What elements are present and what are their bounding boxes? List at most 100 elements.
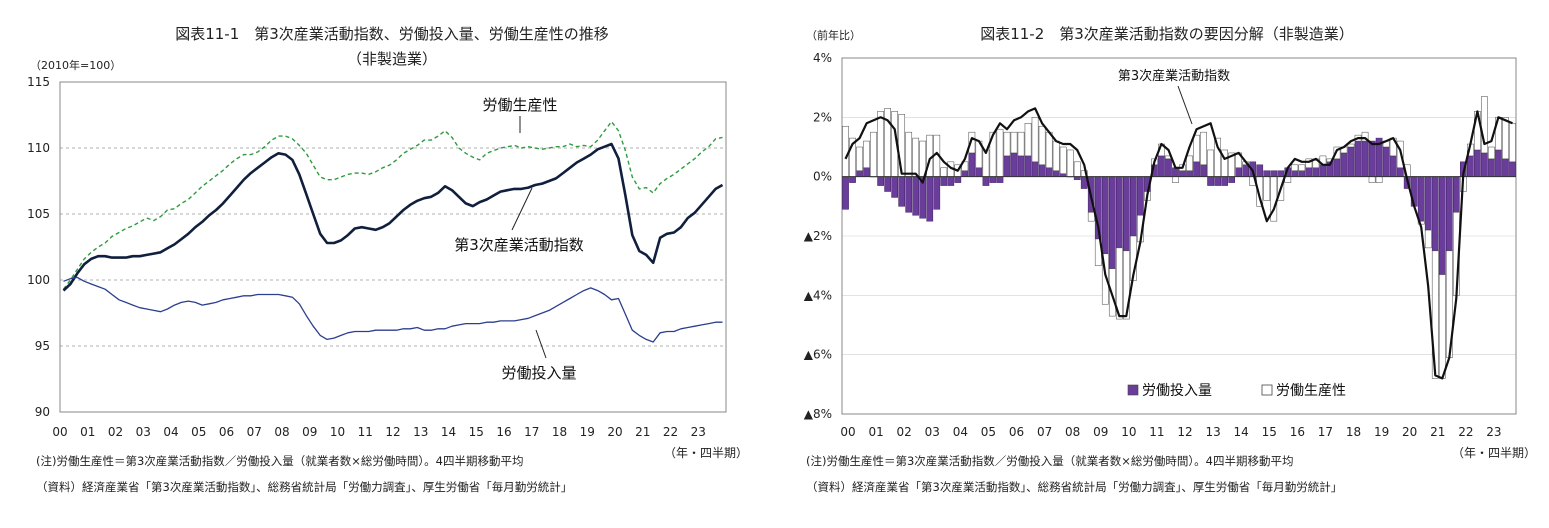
chart-2-bar-labor-input bbox=[1017, 155, 1025, 177]
chart-2-bar-labor-input bbox=[1228, 176, 1235, 183]
chart-2-bar-productivity bbox=[961, 161, 969, 171]
chart-2-bar-labor-input bbox=[940, 176, 948, 186]
chart-2-bar-productivity bbox=[1059, 146, 1067, 174]
chart-2-bar-labor-input bbox=[1158, 155, 1165, 177]
chart-1-x-tick-label: 22 bbox=[663, 425, 678, 439]
chart-2-bar-labor-input bbox=[954, 176, 962, 183]
chart-1-x-tick-label: 04 bbox=[163, 425, 178, 439]
chart-2-bar-productivity bbox=[940, 167, 948, 177]
chart-1-x-caption: （年・四半期） bbox=[664, 446, 748, 460]
chart-2-bar-productivity bbox=[1375, 176, 1383, 183]
chart-1-line-activity-index bbox=[62, 142, 724, 292]
chart-2-bar-productivity bbox=[968, 131, 976, 154]
chart-2-bar-productivity bbox=[1101, 253, 1109, 305]
chart-2-bar-labor-input bbox=[1235, 167, 1243, 177]
chart-2-x-tick-label: 06 bbox=[1009, 425, 1024, 439]
chart-1-x-tick-label: 03 bbox=[136, 425, 151, 439]
chart-2-index-line bbox=[844, 107, 1513, 380]
chart-2-bar-productivity bbox=[1038, 125, 1046, 166]
chart-2-bar-labor-input bbox=[1368, 140, 1376, 177]
chart-2-bar-labor-input bbox=[1382, 146, 1390, 177]
chart-2-unit-label: （前年比） bbox=[806, 28, 861, 42]
chart-2-bar-labor-input bbox=[1003, 155, 1011, 177]
chart-2-bar-productivity bbox=[1347, 143, 1355, 148]
chart-2-bar-labor-input bbox=[1242, 164, 1250, 177]
legend-label-labor: 労働投入量 bbox=[1142, 383, 1212, 399]
chart-1-x-tick-label: 06 bbox=[219, 425, 234, 439]
chart-2-bar-labor-input bbox=[933, 176, 941, 210]
chart-2-bar-productivity bbox=[1066, 149, 1074, 177]
chart-2-bar-labor-input bbox=[1396, 167, 1404, 177]
chart-2-bar-labor-input bbox=[1495, 149, 1502, 177]
chart-2-x-tick-label: 16 bbox=[1290, 425, 1305, 439]
chart-2-y-tick-label: ▲8% bbox=[804, 407, 832, 421]
chart-1: 図表11-1 第3次産業活動指数、労働投入量、労働生産性の推移 （非製造業） （… bbox=[27, 25, 748, 494]
chart-2-bar-productivity bbox=[1263, 176, 1271, 201]
chart-2-bar-labor-input bbox=[1438, 176, 1446, 275]
chart-1-source: （資料）経済産業省「第3次産業活動指数」、総務省統計局「労働力調査」、厚生労働省… bbox=[36, 480, 572, 494]
chart-2-bar-labor-input bbox=[1031, 161, 1039, 177]
chart-2-bar-productivity bbox=[1017, 131, 1025, 157]
chart-2-bar-productivity bbox=[1488, 146, 1495, 160]
chart-1-y-axis: 115 110 105 100 95 90 bbox=[27, 75, 50, 419]
chart-2-bar-labor-input bbox=[1130, 176, 1137, 237]
chart-1-x-tick-label: 21 bbox=[635, 425, 650, 439]
chart-2-x-tick-label: 19 bbox=[1374, 425, 1389, 439]
chart-2-bar-productivity bbox=[1003, 131, 1011, 157]
chart-2-bar-productivity bbox=[1010, 131, 1018, 154]
chart-2-bar-productivity bbox=[1052, 140, 1060, 171]
chart-1-x-tick-label: 20 bbox=[607, 425, 622, 439]
chart-2-bar-productivity bbox=[1045, 131, 1053, 169]
chart-2-bar-labor-input bbox=[1319, 164, 1327, 177]
chart-1-title-line2: （非製造業） bbox=[347, 50, 437, 68]
chart-2-x-tick-label: 00 bbox=[840, 425, 855, 439]
chart-2-bar-labor-input bbox=[912, 176, 920, 216]
chart-1-x-tick-label: 00 bbox=[52, 425, 67, 439]
chart-2-bar-labor-input bbox=[1488, 158, 1495, 177]
chart-2-bar-productivity bbox=[877, 111, 884, 177]
chart-2-x-tick-label: 13 bbox=[1205, 425, 1220, 439]
chart-2-bar-labor-input bbox=[1340, 152, 1348, 177]
chart-2-bar-labor-input bbox=[1361, 140, 1369, 177]
chart-1-labor-label: 労働投入量 bbox=[501, 364, 576, 382]
chart-2-bar-productivity bbox=[1502, 117, 1509, 160]
chart-2-x-tick-label: 04 bbox=[953, 425, 968, 439]
chart-2-bar-labor-input bbox=[1256, 164, 1264, 177]
chart-2-bar-productivity bbox=[1186, 155, 1193, 171]
chart-2-bar-labor-input bbox=[989, 176, 997, 183]
chart-2-x-tick-label: 22 bbox=[1458, 425, 1473, 439]
chart-2-bar-productivity bbox=[1509, 123, 1516, 163]
chart-1-index-leader bbox=[511, 187, 533, 231]
chart-2-bar-labor-input bbox=[905, 176, 913, 213]
chart-2-bar-productivity bbox=[996, 128, 1004, 177]
chart-2-bar-labor-input bbox=[1305, 167, 1313, 177]
chart-2-bar-productivity bbox=[863, 140, 870, 169]
chart-2-x-tick-label: 03 bbox=[925, 425, 940, 439]
legend-swatch-labor bbox=[1127, 384, 1139, 396]
chart-2-x-tick-label: 15 bbox=[1262, 425, 1277, 439]
chart-1-x-tick-label: 10 bbox=[330, 425, 345, 439]
chart-2-bar-labor-input bbox=[1010, 152, 1018, 177]
chart-2-bar-labor-input bbox=[884, 176, 891, 192]
chart-2-bar-productivity bbox=[1368, 176, 1376, 183]
chart-2-bar-productivity bbox=[1298, 164, 1306, 171]
chart-2-bar-labor-input bbox=[975, 167, 983, 177]
chart-2-bar-labor-input bbox=[877, 176, 884, 186]
chart-2-bar-labor-input bbox=[856, 170, 863, 177]
chart-2-bar-labor-input bbox=[947, 176, 955, 186]
chart-2-bar-labor-input bbox=[1179, 170, 1186, 177]
chart-2-gridlines bbox=[842, 117, 1516, 355]
chart-2-bar-labor-input bbox=[863, 167, 870, 177]
chart-1-y-tick-label: 105 bbox=[27, 207, 50, 221]
chart-1-y-tick-label: 110 bbox=[27, 141, 50, 155]
chart-1-x-tick-label: 02 bbox=[108, 425, 123, 439]
chart-2-bar-labor-input bbox=[1417, 176, 1425, 222]
chart-1-labor-leader bbox=[535, 329, 547, 359]
chart-1-x-tick-label: 07 bbox=[247, 425, 262, 439]
chart-2-x-caption: （年・四半期） bbox=[1452, 446, 1536, 460]
chart-2-x-tick-label: 20 bbox=[1402, 425, 1417, 439]
chart-1-x-tick-label: 17 bbox=[524, 425, 539, 439]
chart-2-bar-labor-input bbox=[1115, 176, 1123, 249]
chart-2-x-tick-label: 05 bbox=[981, 425, 996, 439]
chart-2-bar-productivity bbox=[912, 137, 920, 177]
